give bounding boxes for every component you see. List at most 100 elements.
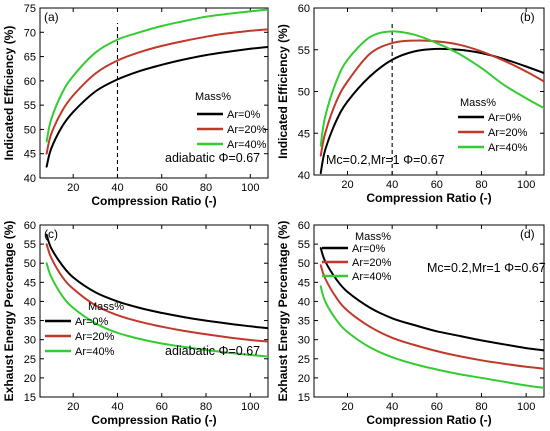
y-axis-label: Indicated Efficiency (%) xyxy=(2,26,16,161)
x-axis-label: Compression Ratio (-) xyxy=(366,413,491,427)
x-tick-label: 100 xyxy=(241,182,259,194)
data-point xyxy=(413,363,416,365)
data-point xyxy=(480,67,483,69)
legend-entry: Ar=0% xyxy=(227,109,261,121)
y-tick-label: 45 xyxy=(298,277,310,289)
legend-title: Mass% xyxy=(88,301,124,313)
y-tick-label: 75 xyxy=(24,3,36,15)
panel-c: 15 20 25 30 35 40 45 50 55 60 20 40 60 80 100 Compressi… xyxy=(2,220,269,427)
data-point xyxy=(227,351,230,354)
data-point xyxy=(72,94,75,97)
data-point xyxy=(160,312,163,314)
plot-frame xyxy=(39,7,269,179)
panel-label: (a) xyxy=(44,10,59,24)
legend-entry: Ar=40% xyxy=(352,271,392,283)
data-point xyxy=(543,107,544,110)
condition-annotation: Mc=0.2,Mr=1 Φ=0.67 xyxy=(326,153,445,167)
x-axis-label: Compression Ratio (-) xyxy=(91,413,216,427)
data-point xyxy=(435,368,438,371)
y-tick-label: 20 xyxy=(298,373,310,385)
data-point xyxy=(45,165,48,168)
data-point xyxy=(72,307,75,309)
data-point xyxy=(116,59,119,62)
y-tick-label: 15 xyxy=(24,392,36,404)
y-tick-label: 45 xyxy=(298,128,310,140)
data-point xyxy=(50,275,52,278)
data-point xyxy=(61,294,63,297)
y-axis-label: Exhaust Energy Percentage (%) xyxy=(2,221,16,402)
data-point xyxy=(50,247,52,249)
data-point xyxy=(267,340,268,343)
data-point xyxy=(335,318,338,321)
data-point xyxy=(138,338,141,340)
data-point xyxy=(368,306,371,309)
data-point xyxy=(346,331,349,333)
data-point xyxy=(391,42,394,44)
data-point xyxy=(205,35,207,38)
data-point xyxy=(116,38,119,41)
data-point xyxy=(335,296,338,299)
data-point xyxy=(249,325,252,328)
data-point xyxy=(138,320,141,323)
condition-annotation: adiabatic Φ=0.67 xyxy=(165,151,260,165)
data-point xyxy=(116,314,119,317)
data-point xyxy=(368,325,371,328)
x-tick-label: 40 xyxy=(386,401,398,413)
data-point xyxy=(458,53,460,55)
legend: Mass%Ar=0% Ar=20% Ar=40% xyxy=(322,231,392,283)
data-point xyxy=(525,347,527,349)
data-point xyxy=(160,25,163,27)
series-line xyxy=(45,8,268,142)
data-point xyxy=(413,324,416,326)
legend-entry: Ar=0% xyxy=(488,112,522,124)
x-tick-label: 100 xyxy=(517,401,535,413)
data-point xyxy=(267,8,268,11)
data-point xyxy=(61,92,63,94)
y-tick-label: 55 xyxy=(24,239,36,251)
data-point xyxy=(227,50,230,53)
legend-entry: Ar=0% xyxy=(75,316,109,328)
x-tick-label: 60 xyxy=(431,401,443,413)
data-point xyxy=(227,336,230,339)
data-point xyxy=(480,52,483,54)
legend-title: Mass% xyxy=(195,91,231,103)
data-point xyxy=(45,243,48,246)
data-point xyxy=(227,322,230,325)
data-point xyxy=(346,291,349,293)
data-point xyxy=(116,331,119,334)
data-point xyxy=(160,63,163,66)
y-tick-label: 55 xyxy=(298,239,310,251)
data-point xyxy=(61,275,63,278)
data-point xyxy=(61,264,63,266)
data-point xyxy=(50,256,52,259)
data-point xyxy=(61,110,63,112)
y-tick-label: 60 xyxy=(298,3,310,15)
data-point xyxy=(94,90,97,93)
y-tick-label: 55 xyxy=(24,100,36,112)
x-tick-label: 100 xyxy=(517,179,535,191)
data-point xyxy=(525,70,527,73)
panel-a: 40 45 50 55 60 65 70 75 20 40 60 80 100 Compression R… xyxy=(2,3,269,208)
data-point xyxy=(50,133,52,136)
data-point xyxy=(249,47,252,50)
data-point xyxy=(324,277,327,280)
data-point xyxy=(94,51,97,54)
x-tick-label: 80 xyxy=(200,182,212,194)
data-point xyxy=(227,32,230,35)
x-tick-label: 60 xyxy=(431,179,443,191)
y-tick-label: 50 xyxy=(24,258,36,270)
data-point xyxy=(227,12,230,15)
data-point xyxy=(183,346,185,348)
data-point xyxy=(391,336,394,339)
x-tick-label: 40 xyxy=(386,179,398,191)
y-tick-label: 60 xyxy=(24,220,36,232)
data-point xyxy=(502,59,505,62)
y-tick-label: 60 xyxy=(298,220,310,232)
data-point xyxy=(413,39,416,42)
data-point xyxy=(391,317,394,320)
legend-entry: Ar=0% xyxy=(352,243,386,255)
data-point xyxy=(267,28,268,31)
data-point xyxy=(319,264,322,266)
data-point xyxy=(458,48,460,51)
